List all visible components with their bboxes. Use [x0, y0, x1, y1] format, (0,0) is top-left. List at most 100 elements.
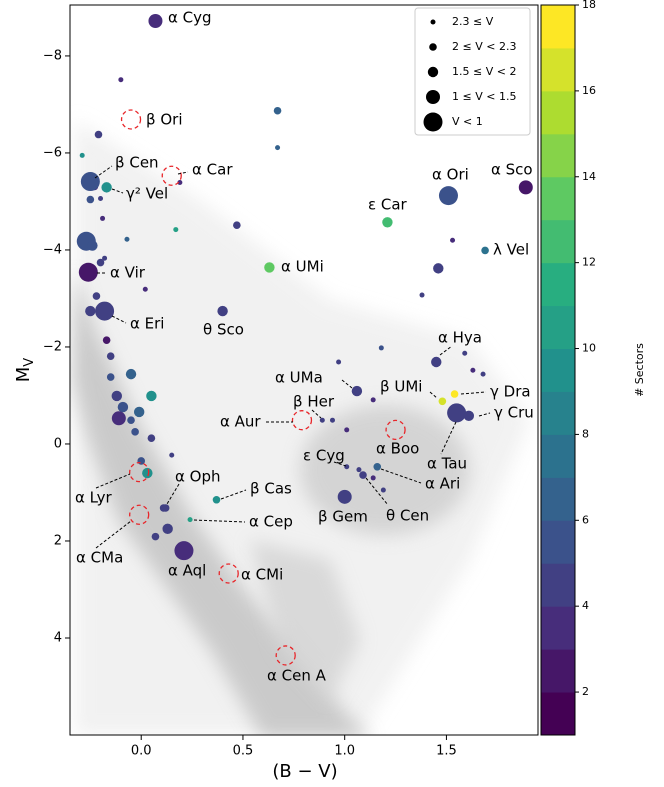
x-tick-label: 1.5	[436, 744, 457, 759]
star	[147, 434, 156, 442]
star	[86, 195, 95, 204]
star	[102, 255, 108, 261]
colorbar-tick-label: 10	[582, 342, 596, 355]
x-tick-label: 1.0	[334, 744, 355, 759]
leader-line	[460, 391, 487, 395]
star	[161, 504, 170, 512]
colorbar-level	[541, 692, 575, 736]
colorbar-frame	[540, 4, 576, 736]
star	[233, 221, 241, 230]
colorbar-level	[541, 606, 575, 650]
star-label: γ Cru	[494, 404, 534, 422]
star	[217, 305, 228, 317]
y-tick-label: 2	[54, 533, 62, 548]
star-label: γ Dra	[490, 383, 531, 401]
star	[419, 292, 425, 298]
star	[336, 359, 342, 365]
star	[431, 356, 442, 368]
legend-label: 2.3 ≤ V	[452, 15, 494, 28]
star	[100, 215, 106, 221]
star-label: α Oph	[175, 468, 221, 486]
star	[131, 428, 139, 436]
colorbar-level	[541, 305, 575, 350]
leader-line	[440, 421, 457, 455]
y-axis-label-sub: V	[22, 358, 37, 367]
star	[118, 77, 124, 83]
unobserved-star	[129, 461, 150, 483]
star	[319, 417, 325, 423]
star	[470, 367, 476, 373]
unobserved-star	[275, 645, 296, 666]
star	[382, 217, 393, 228]
star	[124, 236, 130, 242]
leader-line	[111, 315, 127, 324]
star	[151, 532, 160, 541]
star	[344, 464, 350, 470]
colorbar-level	[541, 133, 575, 178]
star	[450, 237, 456, 243]
star-label: β Cas	[250, 480, 292, 498]
colorbar-level	[541, 176, 575, 221]
unobserved-star	[291, 410, 313, 431]
star	[378, 345, 384, 351]
leader-line	[439, 345, 453, 356]
leader-line	[166, 483, 180, 505]
star-label: α Aql	[168, 562, 206, 580]
star-label: α Sco	[491, 161, 533, 179]
legend-box	[414, 7, 531, 136]
star	[463, 410, 475, 422]
star-label: α Eri	[130, 315, 164, 333]
leader-line	[94, 165, 113, 179]
star	[111, 390, 123, 402]
star	[518, 180, 533, 195]
leader-line	[177, 171, 189, 175]
y-tick-label: −6	[43, 145, 62, 160]
x-tick-label: 0.0	[131, 744, 152, 759]
star	[275, 145, 281, 151]
legend-marker	[423, 112, 443, 132]
star	[187, 517, 193, 523]
unobserved-star	[218, 563, 239, 584]
star	[94, 130, 103, 139]
leader-line	[193, 519, 246, 523]
y-tick-label: 0	[54, 436, 62, 451]
star-label: λ Vel	[493, 241, 529, 259]
background-star-cloud	[72, 120, 530, 735]
colorbar-level	[541, 434, 575, 478]
colorbar-level	[541, 477, 575, 521]
star	[106, 373, 115, 381]
star	[125, 368, 137, 380]
star-label: γ² Vel	[126, 185, 168, 203]
star-label: α Ari	[425, 475, 460, 493]
colorbar-tick-label: 18	[582, 0, 596, 11]
leader-line	[111, 188, 124, 194]
star	[481, 246, 489, 255]
star	[162, 523, 173, 535]
star	[212, 495, 221, 504]
star-label: α Hya	[438, 329, 482, 347]
colorbar-level	[541, 47, 575, 92]
star	[373, 462, 382, 471]
legend-label: 2 ≤ V < 2.3	[452, 40, 516, 53]
unobserved-star	[129, 504, 150, 525]
star	[142, 286, 148, 292]
y-axis-label: MV	[13, 358, 37, 383]
leader-line	[333, 461, 347, 467]
legend-label: 1 ≤ V < 1.5	[452, 90, 516, 103]
star	[356, 467, 362, 473]
star	[329, 417, 335, 423]
star-label: α Cep	[249, 513, 293, 531]
star	[174, 541, 194, 561]
y-axis-label-main: M	[13, 367, 34, 383]
leader-line	[341, 379, 353, 389]
star-label: θ Cen	[386, 507, 429, 525]
leader-line	[365, 477, 389, 506]
legend-marker	[426, 90, 440, 104]
star	[359, 471, 367, 479]
star-label: α Boo	[376, 440, 419, 458]
star	[117, 401, 129, 413]
legend-marker	[427, 66, 439, 78]
star-label: α Car	[192, 161, 233, 179]
star-label: α CMa	[76, 549, 123, 567]
unobserved-star	[161, 165, 182, 186]
